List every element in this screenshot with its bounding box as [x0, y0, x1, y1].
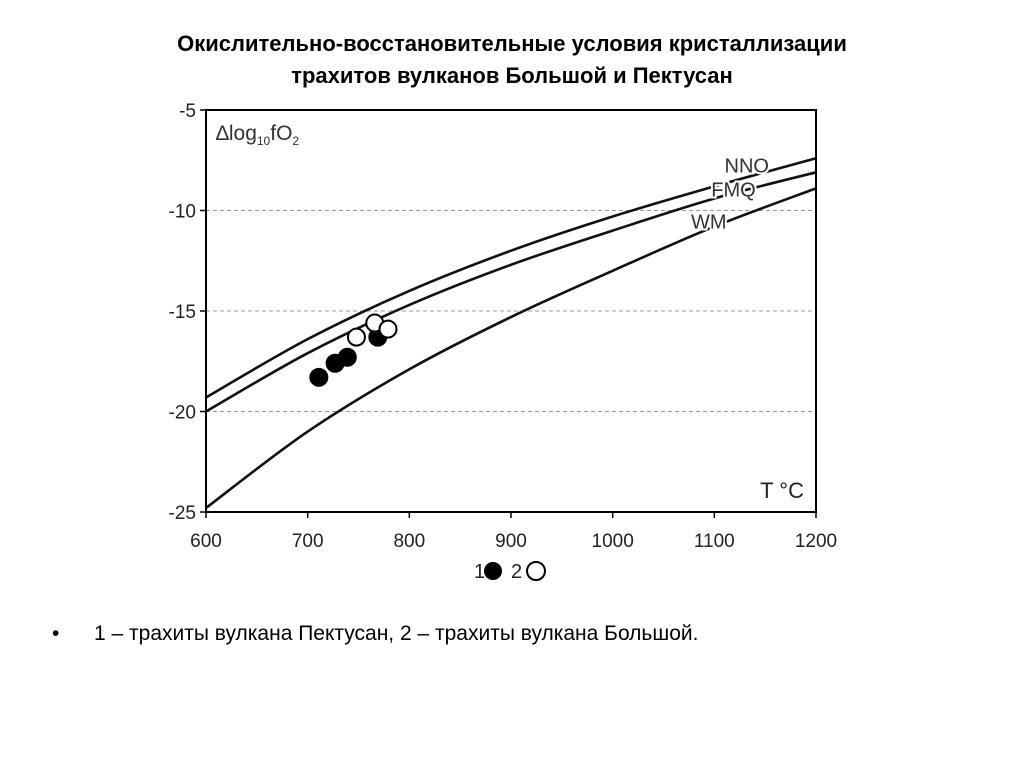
x-tick-label: 900 [495, 531, 527, 552]
curve-label-fmq: FMQ [711, 179, 755, 201]
y-tick-label: -10 [169, 202, 196, 223]
x-tick-label: 1100 [694, 531, 735, 552]
curve-label-nno: NNO [725, 155, 769, 177]
caption: • 1 – трахиты вулкана Пектусан, 2 – трахи… [52, 622, 992, 646]
chart-title: Окислительно-восстановительные условия к… [0, 28, 1024, 92]
x-tick-label: 700 [292, 531, 324, 552]
legend-label-1: 1 [474, 561, 485, 583]
x-tick-label: 1000 [592, 531, 634, 552]
legend-marker-open [526, 561, 546, 581]
title-line-1: Окислительно-восстановительные условия к… [177, 31, 847, 56]
y-tick-label: -20 [169, 403, 196, 424]
legend-marker-filled [484, 562, 502, 580]
y-tick-label: -15 [169, 302, 196, 323]
point-series-1 [337, 347, 357, 367]
bullet-icon: • [52, 622, 60, 645]
legend-label-2: 2 [511, 561, 522, 583]
caption-text: 1 – трахиты вулкана Пектусан, 2 – трахит… [94, 622, 699, 645]
x-tick-label: 600 [190, 531, 222, 552]
point-series-2 [346, 327, 366, 347]
y-tick-label: -5 [179, 101, 196, 122]
curve-fmq [205, 171, 817, 413]
curve-wm [205, 187, 817, 510]
point-series-2 [378, 319, 398, 339]
curve-nno [205, 156, 817, 399]
y-axis-label: ∆log10fO2 [216, 122, 299, 148]
title-line-2: трахитов вулканов Большой и Пектусан [291, 63, 733, 88]
curve-label-wm: WM [691, 212, 727, 234]
x-tick-label: 800 [393, 531, 425, 552]
x-axis-label: T °C [760, 478, 804, 503]
y-tick-label: -25 [169, 503, 196, 524]
point-series-1 [309, 367, 329, 387]
x-tick-label: 1200 [795, 531, 837, 552]
